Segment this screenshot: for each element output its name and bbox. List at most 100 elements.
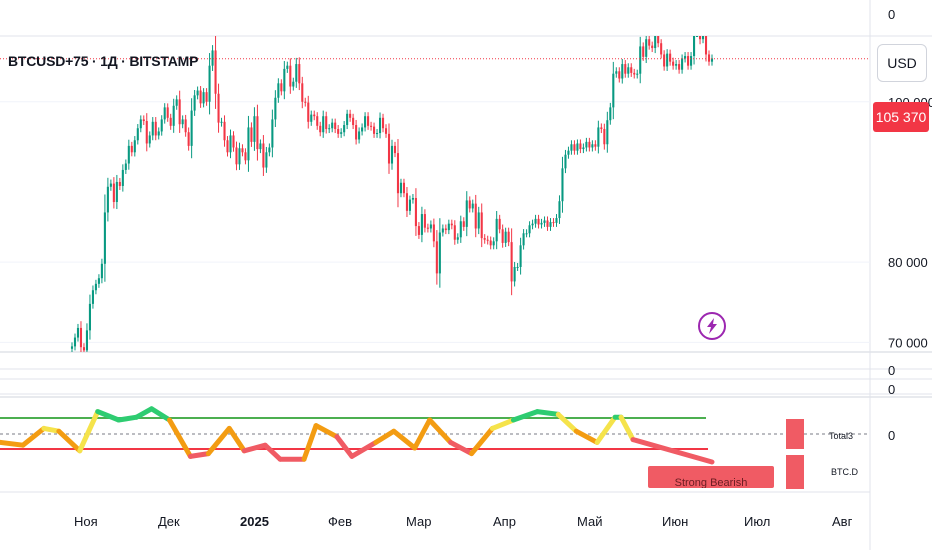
candle-body xyxy=(411,198,414,200)
candle-body xyxy=(178,99,181,125)
candle-body xyxy=(540,222,543,225)
candle-body xyxy=(100,263,103,279)
candle-body xyxy=(378,117,382,134)
candle-body xyxy=(474,203,477,229)
btcd-label: BTC.D xyxy=(831,467,858,477)
candle-body xyxy=(322,116,325,133)
candle-body xyxy=(214,50,217,94)
oscillator-segment xyxy=(534,409,561,417)
oscillator-panel: 0 0 0 xyxy=(0,363,895,489)
time-label-nov: Ноя xyxy=(74,514,98,529)
candle-body xyxy=(88,303,91,331)
candle-body xyxy=(256,116,259,150)
oscillator-segment xyxy=(95,409,122,423)
candle-body xyxy=(492,241,495,246)
candle-body xyxy=(468,200,471,209)
candle-body xyxy=(564,154,567,169)
candle-body xyxy=(262,143,265,168)
candle-body xyxy=(115,181,118,203)
candle-body xyxy=(190,110,193,146)
osc-axis-label-2: 0 xyxy=(888,382,895,397)
candle-body xyxy=(160,119,163,132)
oscillator-segment xyxy=(0,439,26,448)
candle-body xyxy=(172,105,175,126)
candle-body xyxy=(519,245,522,267)
total3-label: Total3 xyxy=(829,431,854,441)
candle-body xyxy=(675,64,678,66)
candle-body xyxy=(286,65,289,69)
candle-body xyxy=(525,233,528,235)
candle-body xyxy=(555,218,558,223)
candle-body xyxy=(187,132,190,146)
candle-body xyxy=(319,125,322,133)
candle-body xyxy=(106,186,109,213)
candle-body xyxy=(561,168,564,202)
oscillator-segment xyxy=(373,428,397,445)
candle-body xyxy=(429,224,432,229)
osc-axis-label-3: 0 xyxy=(888,428,895,443)
candle-body xyxy=(175,99,178,106)
candle-body xyxy=(259,143,262,150)
candle-body xyxy=(636,73,639,75)
oscillator-segment xyxy=(573,428,600,445)
candle-body xyxy=(226,140,229,153)
candle-body xyxy=(202,92,205,104)
time-axis[interactable]: Ноя Дек 2025 Фев Мар Апр Май Июн Июл Авг xyxy=(74,514,853,529)
candle-body xyxy=(591,144,594,148)
candle-body xyxy=(684,56,687,59)
candle-body xyxy=(292,81,295,87)
candle-body xyxy=(573,144,576,151)
candle-body xyxy=(325,116,328,130)
candle-body xyxy=(441,228,444,233)
time-label-apr: Апр xyxy=(493,514,516,529)
candle-body xyxy=(669,53,672,62)
candle-body xyxy=(193,95,196,111)
candle-body xyxy=(645,39,648,57)
oscillator-segment xyxy=(41,425,62,434)
candle-body xyxy=(405,193,408,211)
candle-body xyxy=(546,220,549,227)
candle-body xyxy=(657,36,660,44)
oscillator-segment xyxy=(241,442,268,454)
candle-body xyxy=(681,58,684,70)
candle-body xyxy=(268,147,271,153)
time-label-may: Май xyxy=(577,514,602,529)
oscillator-segment xyxy=(334,434,355,459)
candle-body xyxy=(450,223,453,226)
candle-body xyxy=(328,128,331,130)
price-axis-tick-label: 70 000 xyxy=(888,335,928,350)
candle-body xyxy=(352,117,355,126)
oscillator-segment xyxy=(134,406,155,420)
candle-body xyxy=(579,143,582,150)
currency-button[interactable]: USD xyxy=(877,44,927,82)
candle-body xyxy=(127,145,130,164)
symbol-title[interactable]: BTCUSD+75 · 1Д · BITSTAMP xyxy=(8,53,199,69)
candle-body xyxy=(615,71,618,74)
oscillator-series xyxy=(0,406,715,465)
candle-body xyxy=(558,201,561,219)
candle-body xyxy=(163,107,166,120)
candle-body xyxy=(456,237,459,240)
candle-body xyxy=(70,346,74,349)
candle-body xyxy=(639,46,642,74)
candle-body xyxy=(121,169,124,186)
candle-body xyxy=(343,125,346,133)
candle-body xyxy=(289,65,292,87)
candle-body xyxy=(408,199,411,211)
candle-body xyxy=(630,67,633,73)
candle-body xyxy=(199,90,202,104)
candle-body xyxy=(690,56,693,66)
candle-body xyxy=(142,119,145,122)
time-label-jul: Июл xyxy=(744,514,770,529)
candle-body xyxy=(145,121,148,144)
candle-body xyxy=(130,145,133,153)
lightning-icon[interactable] xyxy=(698,312,726,340)
oscillator-segment xyxy=(262,442,283,462)
total3-marker xyxy=(786,419,804,449)
candle-body xyxy=(124,163,127,170)
candle-body xyxy=(373,126,376,134)
candle-body xyxy=(220,121,223,123)
oscillator-segment xyxy=(412,417,433,451)
